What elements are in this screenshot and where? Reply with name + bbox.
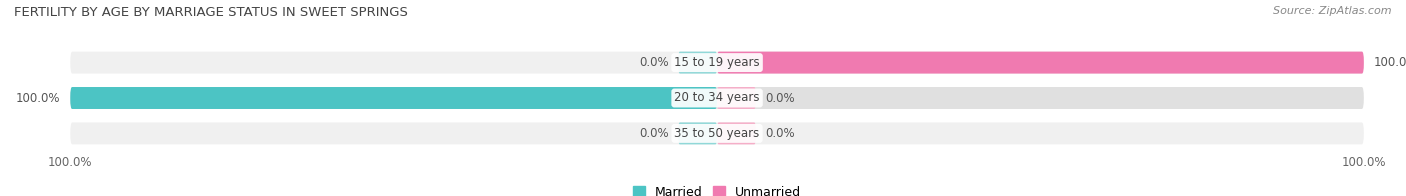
FancyBboxPatch shape	[678, 52, 717, 74]
FancyBboxPatch shape	[70, 87, 717, 109]
FancyBboxPatch shape	[70, 52, 1364, 74]
Text: 0.0%: 0.0%	[638, 127, 669, 140]
Text: Source: ZipAtlas.com: Source: ZipAtlas.com	[1274, 6, 1392, 16]
Text: 0.0%: 0.0%	[638, 56, 669, 69]
Text: FERTILITY BY AGE BY MARRIAGE STATUS IN SWEET SPRINGS: FERTILITY BY AGE BY MARRIAGE STATUS IN S…	[14, 6, 408, 19]
Text: 35 to 50 years: 35 to 50 years	[675, 127, 759, 140]
FancyBboxPatch shape	[678, 122, 717, 144]
Text: 0.0%: 0.0%	[765, 127, 796, 140]
FancyBboxPatch shape	[717, 52, 1364, 74]
FancyBboxPatch shape	[717, 87, 756, 109]
FancyBboxPatch shape	[70, 122, 1364, 144]
Text: 100.0%: 100.0%	[1374, 56, 1406, 69]
Legend: Married, Unmarried: Married, Unmarried	[627, 181, 807, 196]
Text: 0.0%: 0.0%	[765, 92, 796, 104]
Text: 15 to 19 years: 15 to 19 years	[675, 56, 759, 69]
Text: 20 to 34 years: 20 to 34 years	[675, 92, 759, 104]
FancyBboxPatch shape	[70, 87, 1364, 109]
Text: 100.0%: 100.0%	[15, 92, 60, 104]
FancyBboxPatch shape	[717, 122, 756, 144]
